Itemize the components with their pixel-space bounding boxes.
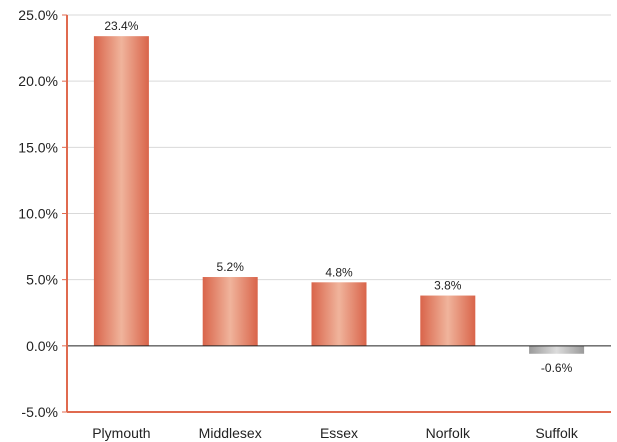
bar-suffolk: [529, 345, 585, 354]
bar-norfolk: [420, 295, 476, 346]
data-labels: 23.4% 5.2% 4.8% 3.8% -0.6%: [104, 19, 572, 375]
x-tick-label: Norfolk: [426, 425, 471, 441]
x-tick-label: Suffolk: [535, 425, 579, 441]
gridlines: [67, 14, 611, 281]
y-tick-label: 15.0%: [18, 139, 58, 155]
y-tick-label: -5.0%: [21, 404, 58, 420]
data-label: -0.6%: [541, 361, 573, 375]
data-label: 3.8%: [434, 279, 462, 293]
x-axis-categories: Plymouth Middlesex Essex Norfolk Suffolk: [92, 425, 579, 441]
data-label: 4.8%: [325, 265, 353, 279]
x-tick-label: Essex: [320, 425, 358, 441]
y-tick-label: 20.0%: [18, 73, 58, 89]
y-tick-label: 25.0%: [18, 7, 58, 23]
x-tick-label: Plymouth: [92, 425, 150, 441]
x-tick-label: Middlesex: [199, 425, 262, 441]
bars: [93, 36, 585, 354]
bar-middlesex: [202, 277, 258, 346]
axes: [62, 14, 611, 413]
bar-plymouth: [93, 36, 149, 346]
data-label: 23.4%: [104, 19, 138, 33]
y-tick-label: 0.0%: [26, 338, 58, 354]
data-label: 5.2%: [217, 260, 245, 274]
bar-essex: [311, 282, 367, 346]
y-tick-label: 5.0%: [26, 272, 58, 288]
y-tick-label: 10.0%: [18, 206, 58, 222]
y-axis-ticks: -5.0% 0.0% 5.0% 10.0% 15.0% 20.0% 25.0%: [18, 7, 58, 420]
